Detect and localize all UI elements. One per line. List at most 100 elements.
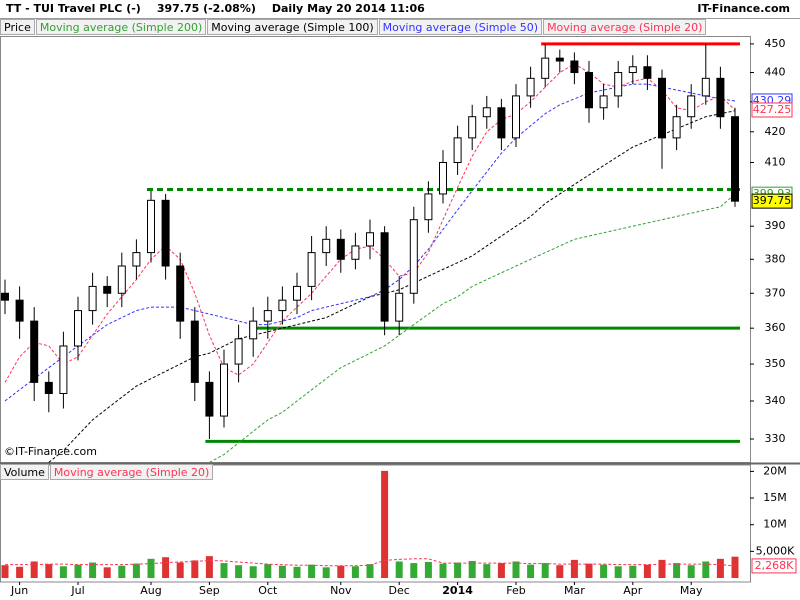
candle-body [1, 292, 9, 301]
candle-body [424, 193, 433, 221]
candle-body [249, 320, 258, 340]
volume-bar [731, 556, 739, 578]
candle-body [176, 265, 185, 322]
plot-frame [0, 36, 751, 463]
last-value-label: 2,268K [755, 559, 794, 572]
moving-average [48, 110, 736, 463]
volume-bar [424, 562, 432, 578]
last-value-label: 397.75 [753, 194, 792, 207]
volume-frame [0, 464, 751, 583]
candle-body [643, 66, 652, 79]
candle-body [439, 161, 447, 195]
volume-bar [74, 564, 82, 578]
candle-body [293, 285, 301, 301]
volume-bar [512, 561, 520, 578]
volume-bar [293, 566, 301, 578]
candle-body [672, 116, 681, 139]
volume-bar [30, 561, 38, 578]
y-tick-label: 420 [765, 125, 786, 138]
volume-bar [527, 564, 535, 578]
volume-bar [381, 470, 389, 578]
candle-body [278, 299, 287, 312]
candle-body [307, 252, 316, 287]
last-value-box [751, 558, 797, 574]
y-tick-label: 370 [765, 286, 786, 299]
volume-bar [147, 558, 155, 578]
volume-average [5, 558, 736, 567]
volume-bar [366, 564, 374, 578]
y-tick-label: 410 [765, 155, 786, 168]
change: 397.75 (-2.08%) [156, 2, 256, 15]
volume-bar [220, 563, 228, 578]
volume-bar [483, 564, 491, 578]
candle-body [614, 72, 623, 97]
y-tick-label: 5,000K [756, 544, 795, 557]
volume-bar [643, 564, 651, 578]
candle-body [585, 72, 593, 109]
y-tick-label: 350 [765, 357, 786, 370]
candle-body [687, 95, 696, 118]
candle-body [103, 285, 112, 294]
candle-body [658, 77, 666, 139]
x-tick-label: Nov [330, 584, 352, 597]
candle-body [380, 232, 389, 322]
volume-bar [264, 564, 272, 578]
volume-bar [337, 565, 345, 578]
candle-body [541, 57, 550, 79]
volume-bar [16, 566, 24, 578]
volume-bar [454, 562, 462, 578]
x-tick-label: Aug [140, 584, 161, 597]
volume-bar [600, 564, 608, 578]
last-value-box [751, 102, 793, 118]
candle-body [15, 299, 24, 322]
x-tick-label: Sep [199, 584, 220, 597]
x-tick-label: 2014 [442, 584, 473, 597]
volume-bar [45, 564, 53, 578]
volume-bar [570, 559, 578, 578]
volume-bar [497, 563, 505, 578]
legend-item: Moving average (Simple 50) [378, 19, 543, 35]
y-tick-label: 340 [765, 394, 786, 407]
y-tick-label: 390 [765, 219, 786, 232]
volume-bar [658, 559, 666, 578]
candle-body [599, 95, 608, 109]
candle-body [59, 345, 68, 395]
candle-body [74, 310, 82, 347]
candle-body [88, 285, 97, 312]
volume-bar [351, 566, 359, 578]
moving-average [209, 193, 736, 463]
legend-item: Volume [0, 464, 49, 480]
y-tick-label: 20M [763, 464, 787, 477]
volume-bar [249, 566, 257, 578]
candle-body [30, 320, 39, 383]
volume-bar [118, 565, 126, 578]
volume-bar [278, 565, 286, 578]
x-tick-label: Feb [506, 584, 525, 597]
volume-bar [235, 565, 243, 578]
candle-body [161, 199, 170, 267]
volume-bar [468, 560, 476, 578]
candle-body [468, 116, 477, 139]
volume-bar [629, 565, 637, 578]
last-value-label: 427.25 [753, 103, 792, 116]
volume-bar [191, 560, 199, 578]
x-tick-label: Mar [564, 584, 585, 597]
volume-bar [556, 565, 564, 578]
candle-body [190, 320, 199, 383]
y-tick-label: 10M [763, 518, 787, 531]
legend-item: Moving average (Simple 20) [49, 464, 214, 480]
candle-body [731, 116, 739, 202]
volume-bar [585, 563, 593, 578]
candle-body [482, 107, 491, 118]
candle-body [132, 252, 141, 267]
candle-body [147, 199, 155, 254]
candle-body [117, 265, 126, 294]
candle-body [555, 57, 564, 62]
candle-body [526, 77, 535, 97]
volume-bar [89, 562, 97, 578]
candle-body [263, 310, 272, 322]
y-tick-label: 15M [763, 491, 787, 504]
volume-bar [59, 566, 67, 578]
